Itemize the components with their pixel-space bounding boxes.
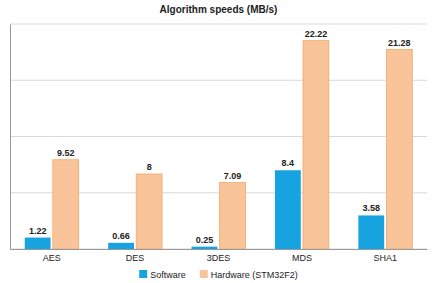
y-axis-line (10, 25, 11, 250)
bar (25, 238, 51, 249)
data-label: 8.4 (282, 158, 295, 168)
bar (108, 243, 134, 249)
data-label: 9.52 (57, 148, 75, 158)
chart: Algorithm speeds (MB/s) 1.22 0.66 0.25 8.4 3.… (0, 0, 433, 283)
x-tick: AES (43, 249, 61, 263)
data-label: 0.25 (196, 235, 214, 245)
bar (136, 174, 162, 249)
x-tick-label: AES (43, 253, 61, 263)
legend-swatch (139, 270, 147, 278)
grid-line (10, 24, 427, 25)
data-label: 8 (147, 162, 152, 172)
plot: 1.22 0.66 0.25 8.4 3.58 9.52 8 7.09 22.22 21.28 AE… (10, 24, 428, 263)
x-tick-label: SHA1 (374, 253, 398, 263)
data-label: 21.28 (388, 38, 411, 48)
bar (358, 215, 384, 249)
data-label: 22.22 (305, 29, 328, 39)
grid-line (10, 80, 427, 81)
x-tick-label: 3DES (207, 253, 231, 263)
x-tick: SHA1 (374, 249, 398, 263)
bar (192, 247, 218, 249)
x-tick: 3DES (207, 249, 231, 263)
grid-line (10, 136, 427, 137)
x-axis-line (11, 249, 428, 250)
bar (275, 170, 301, 249)
bar (220, 183, 246, 249)
grid (10, 24, 427, 249)
data-label: 3.58 (363, 203, 381, 213)
data-labels: 1.22 0.66 0.25 8.4 3.58 9.52 8 7.09 22.22 21.28 (29, 29, 411, 245)
data-label: 7.09 (224, 171, 242, 181)
legend-swatch (200, 270, 208, 278)
x-tick-label: DES (126, 253, 145, 263)
x-tick: MDS (292, 249, 312, 263)
title: Algorithm speeds (MB/s) (160, 4, 278, 15)
bar (303, 41, 329, 249)
data-label: 0.66 (112, 231, 130, 241)
legend: Software Hardware (STM32F2) (139, 270, 298, 280)
data-label: 1.22 (29, 226, 47, 236)
legend-item: Hardware (STM32F2) (200, 270, 298, 280)
x-tick-label: MDS (292, 253, 312, 263)
bars (25, 41, 412, 249)
y-axis (10, 25, 12, 250)
x-axis: AES DES 3DES MDS SHA1 (11, 249, 428, 263)
bar (53, 160, 79, 249)
x-tick: DES (126, 249, 145, 263)
legend-item: Software (139, 270, 186, 280)
legend-label: Software (150, 270, 186, 280)
legend-label: Hardware (STM32F2) (211, 270, 298, 280)
bar (386, 50, 412, 250)
